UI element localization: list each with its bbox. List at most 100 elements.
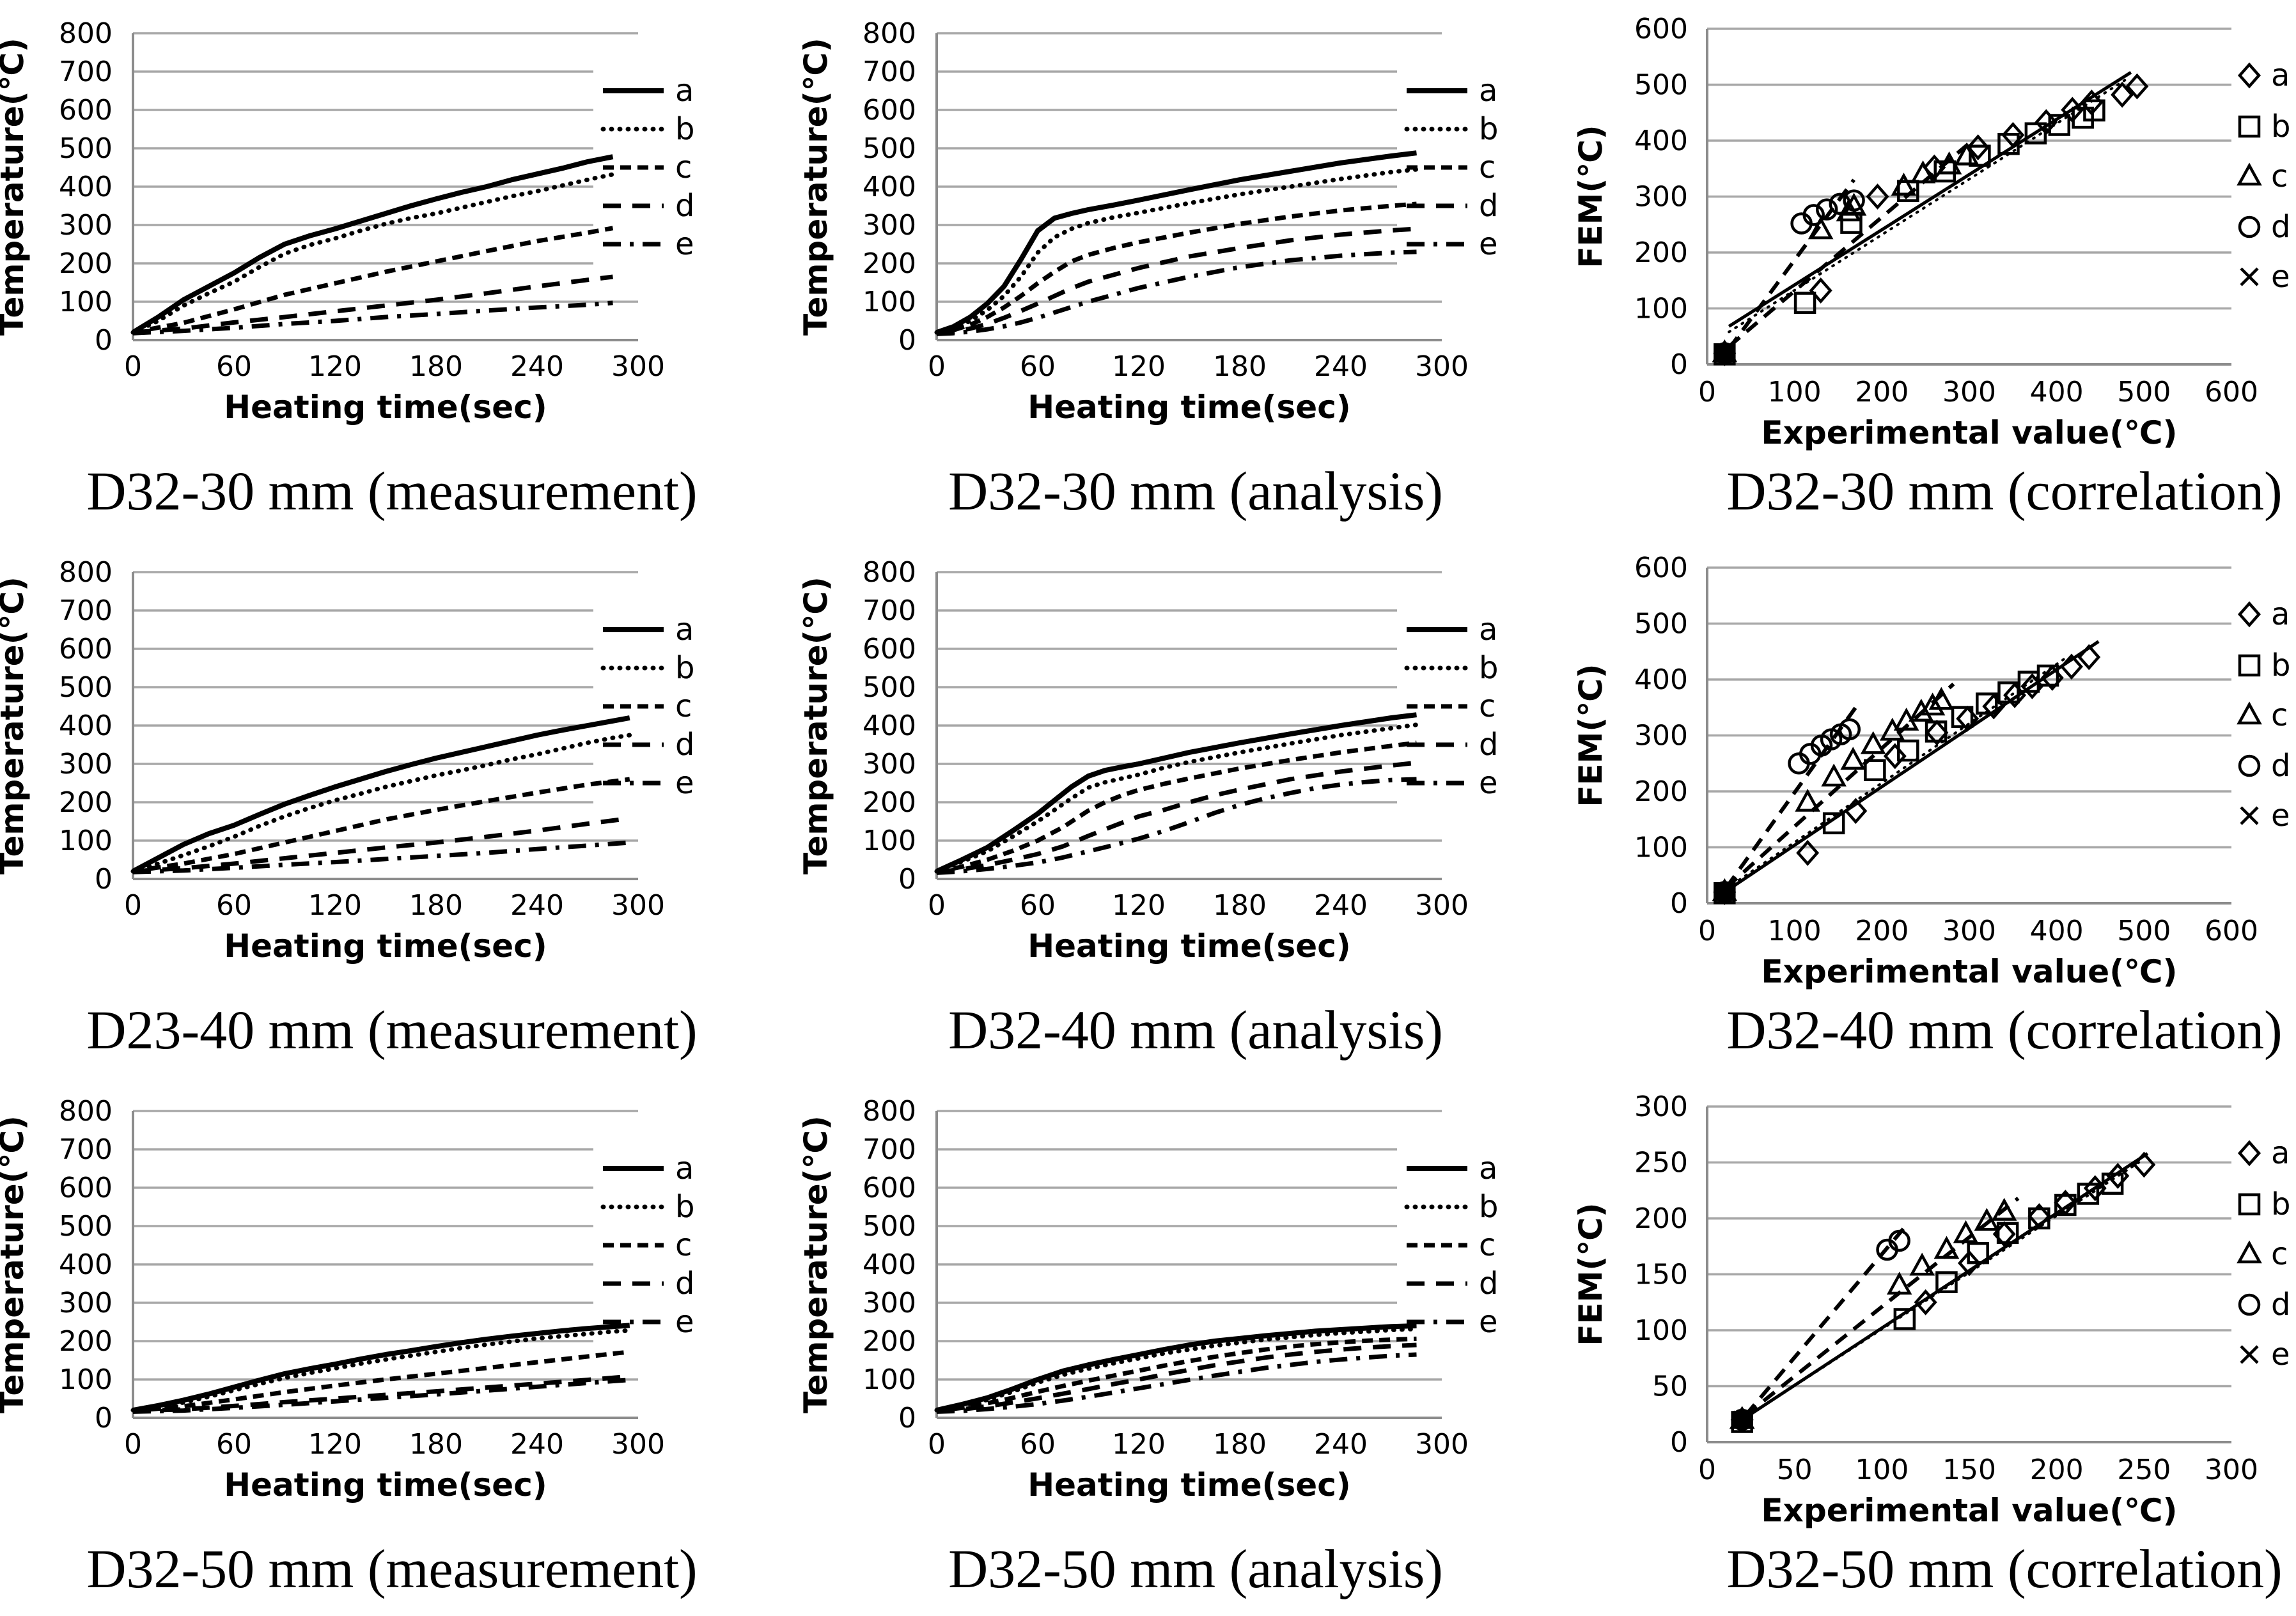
marker-diamond (1809, 277, 1832, 304)
y-tick-label: 600 (863, 94, 916, 127)
series-d (936, 1342, 1417, 1413)
series-b (130, 1328, 632, 1413)
marker-diamond (1925, 719, 1949, 746)
x-tick-label: 300 (611, 350, 665, 383)
y-tick-label: 500 (59, 671, 113, 704)
series-e (936, 777, 1417, 875)
legend-label: d (675, 727, 694, 763)
marker-diamond (1914, 1289, 1937, 1316)
chart-caption: D32-50 mm (measurement) (86, 1538, 698, 1599)
plot-grid (1706, 566, 2231, 905)
x-tick-label: 240 (510, 889, 564, 922)
legend-label: d (2271, 209, 2290, 245)
marker-square (1967, 1242, 1989, 1264)
marker-square (1793, 291, 1816, 314)
axis-labels: 0 100 200 300 400 500 600 700 800 0 60 120 180 240 300… (797, 17, 1469, 426)
series-c (1729, 1197, 2017, 1429)
marker-circle (1843, 189, 1865, 212)
plot-grid (132, 32, 638, 341)
legend-label: b (1479, 650, 1498, 686)
y-tick-label: 100 (59, 1364, 113, 1396)
legend-marker-triangle (2237, 701, 2262, 725)
fit-line-dashed (1728, 137, 1975, 348)
marker-x (2240, 1345, 2259, 1364)
y-tick-label: 600 (59, 1172, 113, 1204)
marker-square (1969, 144, 1991, 167)
axis-labels: 0 50 100 150 200 250 300 0 50 100 150 200 250 300 Expe… (1572, 1091, 2258, 1529)
x-tick-label: 0 (124, 1428, 142, 1461)
y-tick-label: 800 (59, 17, 113, 50)
x-tick-label: 100 (1768, 376, 1822, 408)
chart-caption: D32-40 mm (correlation) (1726, 999, 2283, 1060)
marker-diamond (1956, 705, 1980, 732)
y-tick-label: 400 (59, 1248, 113, 1281)
y-tick-label: 500 (863, 132, 916, 165)
x-tick-label: 0 (928, 350, 946, 383)
plot-grid (1706, 27, 2231, 366)
y-tick-label: 0 (1670, 348, 1688, 381)
legend-label: a (2271, 596, 2290, 632)
y-axis-title: Temperature(℃) (797, 577, 834, 874)
marker-square (1925, 720, 1948, 743)
y-tick-label: 800 (59, 556, 113, 589)
legend-label: b (1479, 111, 1498, 147)
series-c (936, 201, 1417, 335)
x-tick-label: 0 (1698, 1454, 1716, 1486)
x-tick-label: 300 (1415, 350, 1469, 383)
marker-circle (1888, 1229, 1910, 1252)
series-lines (934, 1323, 1419, 1414)
legend-marker-circle (2238, 1293, 2261, 1316)
x-tick-label: 180 (409, 1428, 463, 1461)
x-tick-label: 300 (611, 1428, 665, 1461)
axis-labels: 0 100 200 300 400 500 600 700 800 0 60 120 180 240 300… (0, 1095, 665, 1503)
legend-label: d (2271, 1287, 2290, 1323)
series-a (132, 715, 630, 874)
y-tick-label: 300 (863, 748, 916, 781)
marker-diamond (1883, 743, 1907, 770)
legend-label: d (675, 188, 694, 224)
marker-triangle (1712, 878, 1738, 901)
scatter-series (1712, 644, 2101, 905)
y-tick-label: 800 (59, 1095, 113, 1128)
y-tick-label: 600 (863, 1172, 916, 1204)
legend-marker-circle (2238, 754, 2261, 777)
axis-labels: 0 100 200 300 400 500 600 700 800 0 60 120 180 240 300… (797, 1095, 1469, 1503)
marker-x (1715, 343, 1734, 363)
legend-marker-circle (2238, 215, 2261, 238)
y-tick-label: 100 (1634, 832, 1688, 864)
y-tick-label: 800 (863, 1095, 916, 1128)
series-lines (934, 712, 1419, 875)
marker-square (2083, 99, 2105, 121)
x-tick-label: 240 (1314, 350, 1368, 383)
chart-caption: D32-30 mm (analysis) (948, 460, 1443, 522)
series-d (936, 760, 1417, 874)
marker-triangle (1891, 173, 1917, 196)
y-axis-title: FEM(℃) (1572, 664, 1609, 807)
chart-caption: D32-30 mm (measurement) (86, 460, 698, 522)
x-tick-label: 0 (928, 1428, 946, 1461)
y-tick-label: 500 (59, 132, 113, 165)
x-axis-title: Heating time(sec) (1027, 1466, 1350, 1503)
x-tick-label: 0 (124, 350, 142, 383)
series-e (1715, 343, 1734, 363)
legend-label: b (2271, 648, 2290, 683)
marker-circle (1838, 718, 1861, 741)
legend-marker-x (2240, 806, 2259, 825)
legend-label: c (2271, 1236, 2288, 1272)
x-tick-label: 0 (124, 889, 142, 922)
axis-labels: 0 100 200 300 400 500 600 0 100 200 300 400 500 600 Ex… (1572, 552, 2258, 990)
y-tick-label: 0 (1670, 1426, 1688, 1459)
y-axis-title: Temperature(℃) (797, 38, 834, 336)
x-tick-label: 120 (1112, 350, 1166, 383)
marker-square (1996, 1222, 2019, 1244)
marker-square (1822, 812, 1845, 835)
x-tick-label: 60 (1020, 350, 1056, 383)
marker-triangle (2237, 701, 2262, 725)
